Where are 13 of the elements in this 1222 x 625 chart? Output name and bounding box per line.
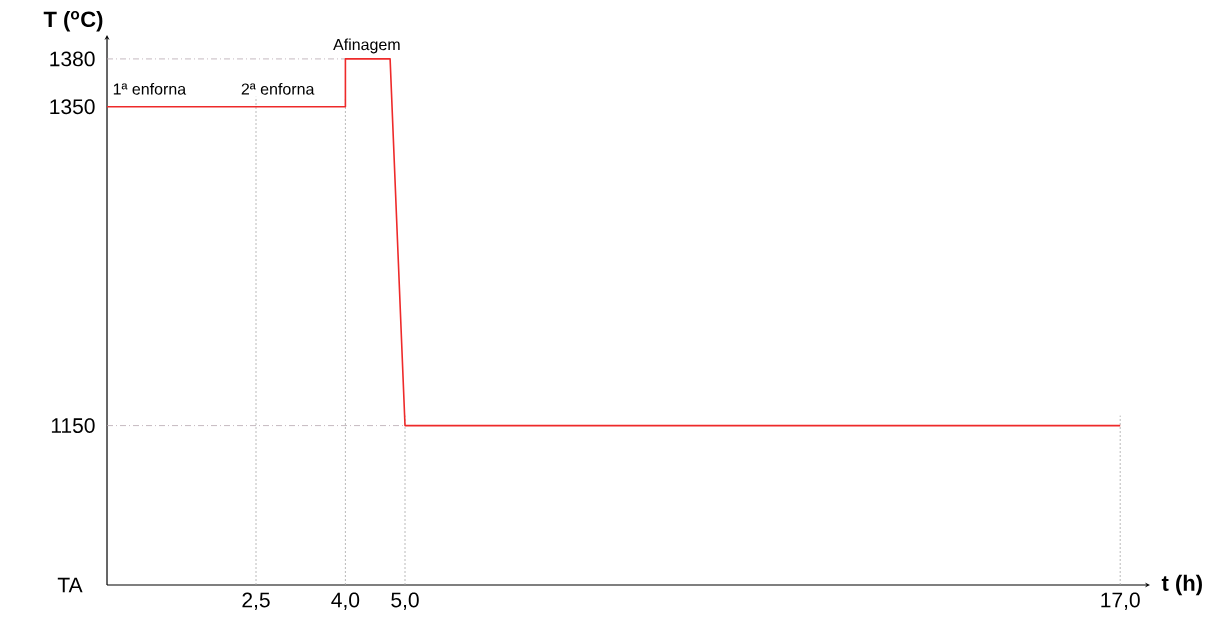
annotation: Afinagem <box>333 38 400 54</box>
y-tick-label: 1150 <box>51 418 95 434</box>
y-tick-label: 1350 <box>50 99 95 115</box>
x-tick-label: 17,0 <box>1101 592 1140 610</box>
y-tick-label: 1380 <box>50 51 95 67</box>
annotation: 1ª enforna <box>113 82 187 95</box>
y-axis-title: T ($^{o}$C) <box>43 10 103 32</box>
x-tick-label: 2,5 <box>242 592 270 610</box>
x-tick-label: 5,0 <box>391 592 419 610</box>
x-tick-label: 4,0 <box>331 592 360 610</box>
x-axis-title: t (h) <box>1161 574 1202 596</box>
text: TA <box>57 577 83 593</box>
annotation: 2ª enforna <box>241 82 315 95</box>
